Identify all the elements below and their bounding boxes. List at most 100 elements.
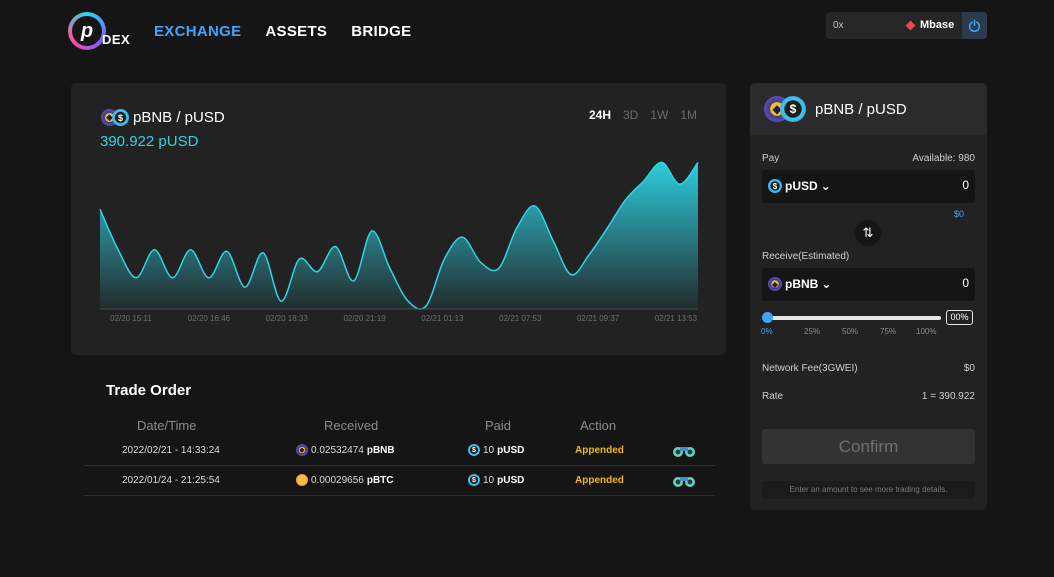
order-paid: $ 10 pUSD <box>468 444 524 456</box>
column-datetime: Date/Time <box>137 418 197 433</box>
order-paid: $ 10 pUSD <box>468 474 524 486</box>
network-diamond-icon <box>905 20 916 31</box>
receive-token-name: pBNB <box>785 277 819 291</box>
order-datetime: 2022/01/24 - 21:25:54 <box>122 475 220 486</box>
column-action: Action <box>580 418 617 433</box>
pusd-coin-icon: $ <box>780 96 806 122</box>
nav-exchange[interactable]: EXCHANGE <box>154 23 242 40</box>
range-3d[interactable]: 3D <box>622 108 639 122</box>
order-status: Appended <box>575 475 624 486</box>
nav-assets[interactable]: ASSETS <box>265 23 328 40</box>
rate-value: 1 = 390.922 <box>921 391 975 402</box>
slider-tick-label[interactable]: 75% <box>880 327 897 336</box>
received-amount: 0.02532474 <box>311 444 364 456</box>
top-bar: p DEX EXCHANGE ASSETS BRIDGE 0x Mbase <box>0 0 1054 64</box>
time-range-tabs: 24H 3D 1W 1M <box>589 108 697 122</box>
slider-tick-label[interactable]: 0% <box>761 327 773 336</box>
x-tick-label: 02/20 21:19 <box>343 314 386 323</box>
app-logo[interactable]: p DEX <box>68 12 134 52</box>
x-tick-label: 02/21 13:53 <box>655 314 698 323</box>
nav-bridge[interactable]: BRIDGE <box>351 23 412 40</box>
row-divider <box>84 495 715 496</box>
paid-amount: 10 <box>483 474 495 486</box>
paid-token: pUSD <box>497 474 525 486</box>
chart-current-price: 390.922 pUSD <box>100 133 199 150</box>
percent-slider-track[interactable] <box>767 316 941 320</box>
x-tick-label: 02/21 07:53 <box>499 314 542 323</box>
disconnect-button[interactable] <box>962 12 987 39</box>
logo-letter: p <box>72 16 102 46</box>
column-received: Received <box>324 418 379 433</box>
binoculars-icon[interactable] <box>672 444 696 458</box>
order-status: Appended <box>575 445 624 456</box>
price-area-chart[interactable]: 02/20 15:11 02/20 16:46 02/20 18:33 02/20 2… <box>71 83 726 355</box>
receive-amount-input[interactable] <box>869 276 969 290</box>
network-fee-label: Network Fee(3GWEI) <box>762 363 858 374</box>
price-series-line <box>99 161 699 310</box>
paid-token: pUSD <box>497 444 525 456</box>
pusd-coin-icon: $ <box>468 444 480 456</box>
price-area-fill <box>100 162 698 310</box>
receive-token-select[interactable]: ◆ pBNB ⌄ <box>768 277 831 291</box>
binoculars-icon[interactable] <box>672 474 696 488</box>
pair-icons: ◆ $ <box>101 109 131 127</box>
network-name[interactable]: Mbase <box>920 19 955 31</box>
trade-order-title: Trade Order <box>106 382 192 399</box>
chart-pair-title: pBNB / pUSD <box>133 109 225 126</box>
network-fee-value: $0 <box>963 363 975 374</box>
wallet-address: 0x <box>833 20 844 31</box>
x-tick-label: 02/21 09:37 <box>577 314 620 323</box>
x-tick-label: 02/21 01:13 <box>421 314 464 323</box>
pusd-coin-icon: $ <box>768 179 782 193</box>
range-1m[interactable]: 1M <box>680 108 697 122</box>
percent-slider-handle[interactable] <box>762 312 773 323</box>
pay-amount-box: $ pUSD ⌄ <box>762 170 975 203</box>
slider-tick-label[interactable]: 25% <box>804 327 821 336</box>
trade-details-hint: Enter an amount to see more trading deta… <box>762 481 975 499</box>
swap-arrows-icon: ⇅ <box>862 225 874 240</box>
range-1w[interactable]: 1W <box>650 108 669 122</box>
wallet-widget[interactable]: 0x Mbase <box>826 12 987 39</box>
swap-pair-icons: ◆ $ <box>764 96 810 124</box>
percent-value-box: 00% <box>946 310 973 325</box>
receive-label: Receive(Estimated) <box>762 251 850 262</box>
x-tick-label: 02/20 18:33 <box>266 314 309 323</box>
range-24h[interactable]: 24H <box>588 108 611 122</box>
confirm-button[interactable]: Confirm <box>762 429 975 464</box>
received-amount: 0.00029656 <box>311 474 364 486</box>
price-chart-panel: ◆ $ pBNB / pUSD 390.922 pUSD 24H 3D 1W 1… <box>71 83 726 355</box>
swap-pair-title: pBNB / pUSD <box>815 101 907 118</box>
pbnb-coin-icon: ◆ <box>768 277 782 291</box>
x-tick-label: 02/20 15:11 <box>110 314 152 323</box>
power-icon <box>968 19 981 32</box>
order-received: ◆ 0.02532474 pBNB <box>296 444 395 456</box>
chevron-down-icon: ⌄ <box>821 277 832 291</box>
logo-text: DEX <box>102 32 131 47</box>
slider-tick-label[interactable]: 50% <box>842 327 859 336</box>
swap-header: ◆ $ pBNB / pUSD <box>750 83 987 135</box>
pay-token-select[interactable]: $ pUSD ⌄ <box>768 179 831 193</box>
rate-label: Rate <box>762 391 784 402</box>
pay-token-name: pUSD <box>785 179 818 193</box>
receive-amount-box: ◆ pBNB ⌄ <box>762 268 975 301</box>
swap-panel: ◆ $ pBNB / pUSD Pay Available: 980 $ pUS… <box>750 83 987 510</box>
chevron-down-icon: ⌄ <box>820 179 831 193</box>
column-paid: Paid <box>485 418 512 433</box>
order-datetime: 2022/02/21 - 14:33:24 <box>122 445 220 456</box>
row-divider <box>84 465 715 466</box>
order-received: 0.00029656 pBTC <box>296 474 394 486</box>
logo-mark-icon: p <box>68 12 106 50</box>
received-token: pBTC <box>366 474 394 486</box>
pay-label: Pay <box>762 153 780 164</box>
pbnb-coin-icon: ◆ <box>296 444 308 456</box>
switch-direction-button[interactable]: ⇅ <box>855 220 881 246</box>
slider-tick-label[interactable]: 100% <box>916 327 937 336</box>
pbtc-coin-icon <box>296 474 308 486</box>
pay-amount-input[interactable] <box>869 178 969 192</box>
paid-amount: 10 <box>483 444 495 456</box>
pusd-coin-icon: $ <box>468 474 480 486</box>
received-token: pBNB <box>366 444 395 456</box>
x-tick-label: 02/20 16:46 <box>188 314 231 323</box>
main-nav: EXCHANGE ASSETS BRIDGE <box>154 23 411 40</box>
available-balance: Available: 980 <box>912 153 975 164</box>
